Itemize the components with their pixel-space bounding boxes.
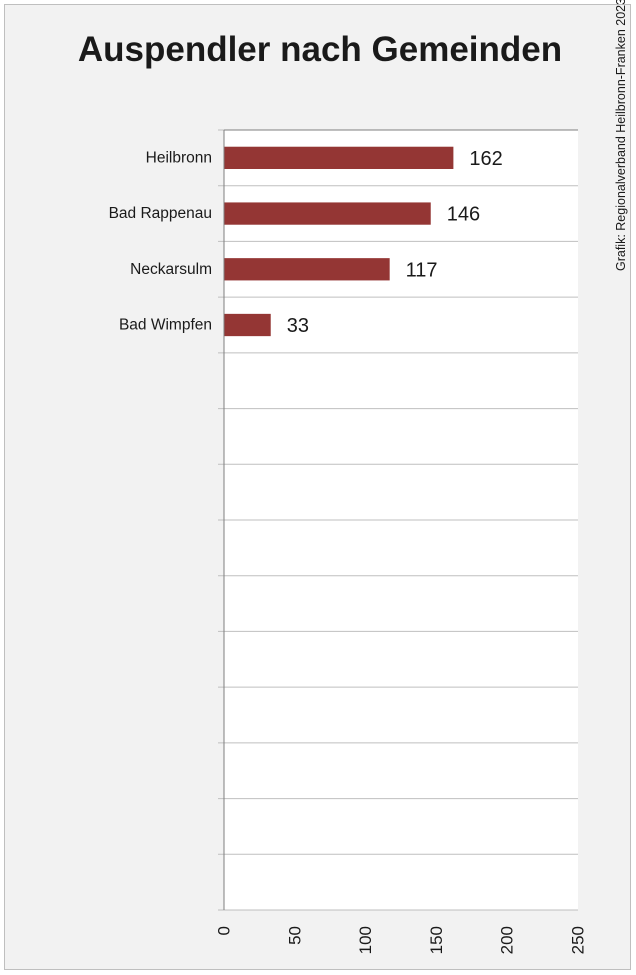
- bars: [224, 146, 454, 337]
- bar-0: [224, 146, 454, 169]
- data-label: 146: [447, 204, 480, 226]
- category-label: Neckarsulm: [130, 261, 212, 278]
- category-label: Heilbronn: [146, 149, 212, 166]
- bar-3: [224, 313, 271, 337]
- data-label: 117: [406, 259, 438, 281]
- bar-2: [224, 258, 390, 281]
- x-tick-label: 50: [285, 926, 304, 945]
- data-label: 33: [287, 315, 309, 337]
- x-tick-label: 0: [215, 926, 234, 935]
- axes: [223, 129, 578, 910]
- x-tick-label: 250: [569, 926, 588, 954]
- category-label: Bad Rappenau: [109, 205, 212, 222]
- chart-title: Auspendler nach Gemeinden: [77, 30, 563, 69]
- x-tick-label: 200: [498, 926, 517, 954]
- x-tick-label: 150: [427, 926, 446, 954]
- labels: Heilbronn 162 Bad Rappenau 146 Neckarsulm 117…: [109, 148, 588, 955]
- category-label: Bad Wimpfen: [119, 317, 212, 334]
- x-tick-label: 100: [356, 926, 375, 954]
- bar-1: [224, 202, 431, 225]
- data-label: 162: [469, 148, 502, 170]
